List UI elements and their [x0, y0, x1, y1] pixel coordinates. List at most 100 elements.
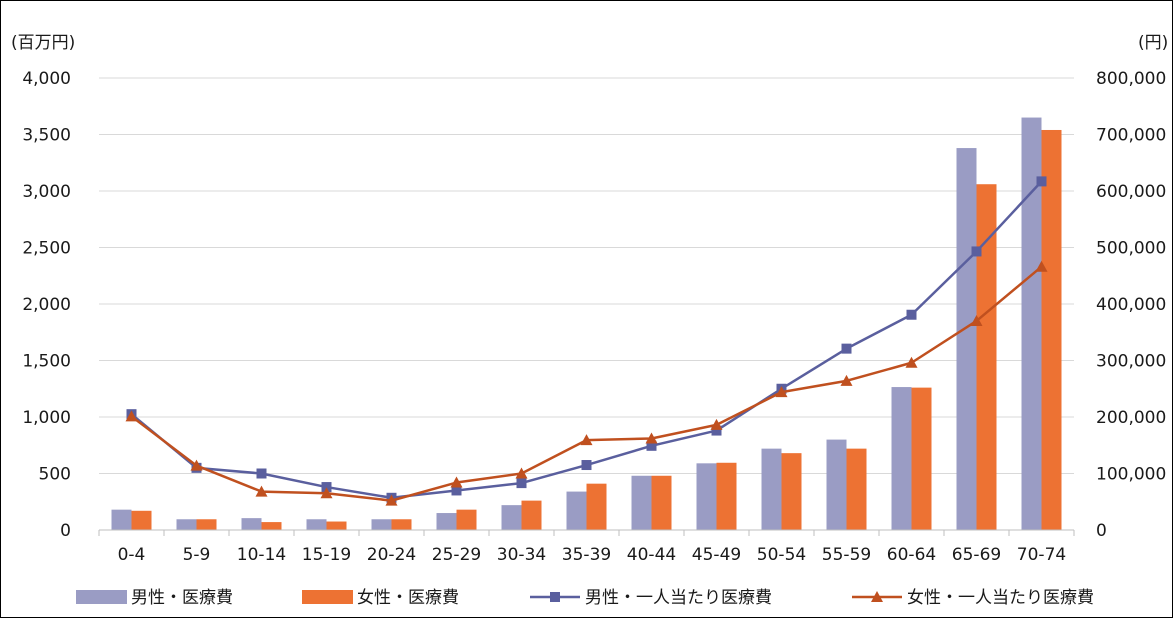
y-left-tick-label: 0 [60, 521, 71, 541]
y-right-tick-label: 200,000 [1096, 408, 1166, 428]
bar [826, 439, 847, 530]
legend: 男性・医療費 女性・医療費 男性・一人当たり医療費 女性・一人当たり医療費 [76, 588, 1094, 608]
line-point [581, 460, 592, 471]
line-point [645, 432, 658, 444]
x-tick-label: 50-54 [757, 545, 806, 565]
bar [651, 475, 672, 530]
bar [261, 522, 282, 530]
y-left-tick-label: 1,000 [22, 408, 71, 428]
line-point [256, 468, 267, 479]
x-tick-label: 0-4 [118, 545, 146, 565]
line-point [841, 343, 852, 354]
line-point [125, 410, 138, 422]
line-point [255, 485, 268, 497]
legend-label: 男性・一人当たり医療費 [585, 588, 772, 608]
bar [891, 387, 912, 530]
y-right-tick-label: 400,000 [1096, 295, 1166, 315]
line-point [1035, 260, 1048, 272]
x-tick-label: 35-39 [562, 545, 611, 565]
x-tick-label: 25-29 [432, 545, 481, 565]
bar [1021, 117, 1042, 531]
bar [781, 453, 802, 530]
bar [131, 510, 152, 530]
line-point [711, 425, 722, 436]
y-left-tick-label: 3,000 [22, 182, 71, 202]
legend-label: 女性・医療費 [357, 588, 459, 608]
x-tick-label: 60-64 [887, 545, 936, 565]
bar [326, 521, 347, 530]
legend-marker [550, 592, 560, 602]
line-point [906, 309, 917, 320]
bar [456, 509, 477, 530]
line-point [450, 476, 463, 488]
x-tick-label: 40-44 [627, 545, 676, 565]
bar [371, 519, 392, 530]
y-right-tick-label: 100,000 [1096, 465, 1166, 485]
x-tick-label: 70-74 [1017, 545, 1066, 565]
y-left-tick-label: 3,500 [22, 126, 71, 146]
gridlines [99, 77, 1074, 474]
bar [306, 519, 327, 530]
bar [716, 462, 737, 530]
bar [436, 513, 457, 530]
line-point [905, 356, 918, 368]
line-point [710, 418, 723, 430]
y-right-tick-label: 0 [1096, 521, 1107, 541]
x-tick-label: 20-24 [367, 545, 416, 565]
line-point [516, 478, 527, 489]
x-tick-label: 10-14 [237, 545, 286, 565]
legend-label: 男性・医療費 [131, 588, 233, 608]
line-point [190, 459, 203, 471]
legend-swatch [76, 590, 127, 604]
bar [761, 448, 782, 530]
line-point [515, 467, 528, 479]
y-right-tick-label: 800,000 [1096, 69, 1166, 89]
bar [176, 519, 197, 530]
lines [125, 176, 1048, 506]
y-right-tick-label: 500,000 [1096, 239, 1166, 259]
line-point [385, 494, 398, 506]
bar [586, 483, 607, 530]
x-tick-label: 55-59 [822, 545, 871, 565]
bar [631, 475, 652, 530]
y-left-tick-label: 1,500 [22, 352, 71, 372]
x-tick-label: 45-49 [692, 545, 741, 565]
y-right-tick-label: 300,000 [1096, 352, 1166, 372]
bar [976, 184, 997, 530]
line-point [451, 485, 462, 496]
line-point [321, 482, 332, 493]
line-point [775, 386, 788, 398]
legend-marker [871, 591, 883, 602]
line-point [970, 314, 983, 326]
bar [696, 463, 717, 530]
line-point [1036, 176, 1047, 187]
y-left-tick-label: 2,000 [22, 295, 71, 315]
line-point [840, 374, 853, 386]
axes: 0 0 500 100,000 1,000 200,000 1,500 300,000 2,00… [22, 69, 1166, 565]
bar [241, 518, 262, 530]
y-left-tick-label: 4,000 [22, 69, 71, 89]
y-right-tick-label: 700,000 [1096, 126, 1166, 146]
bar [1041, 129, 1062, 531]
bar [566, 491, 587, 530]
left-axis-unit: (百万円) [11, 33, 75, 53]
legend-swatch [302, 590, 353, 604]
legend-label: 女性・一人当たり医療費 [907, 588, 1094, 608]
right-axis-unit: (円) [1138, 33, 1168, 53]
x-tick-label: 5-9 [183, 545, 211, 565]
bar [846, 448, 867, 530]
bar [196, 519, 217, 530]
y-left-tick-label: 2,500 [22, 239, 71, 259]
line-point [320, 487, 333, 499]
x-tick-label: 65-69 [952, 545, 1001, 565]
line-point [646, 440, 657, 451]
line-point [580, 434, 593, 446]
y-right-tick-label: 600,000 [1096, 182, 1166, 202]
bar [911, 387, 932, 530]
line-point [971, 246, 982, 257]
bar [391, 519, 412, 530]
bars [111, 117, 1062, 531]
bar [501, 505, 522, 530]
